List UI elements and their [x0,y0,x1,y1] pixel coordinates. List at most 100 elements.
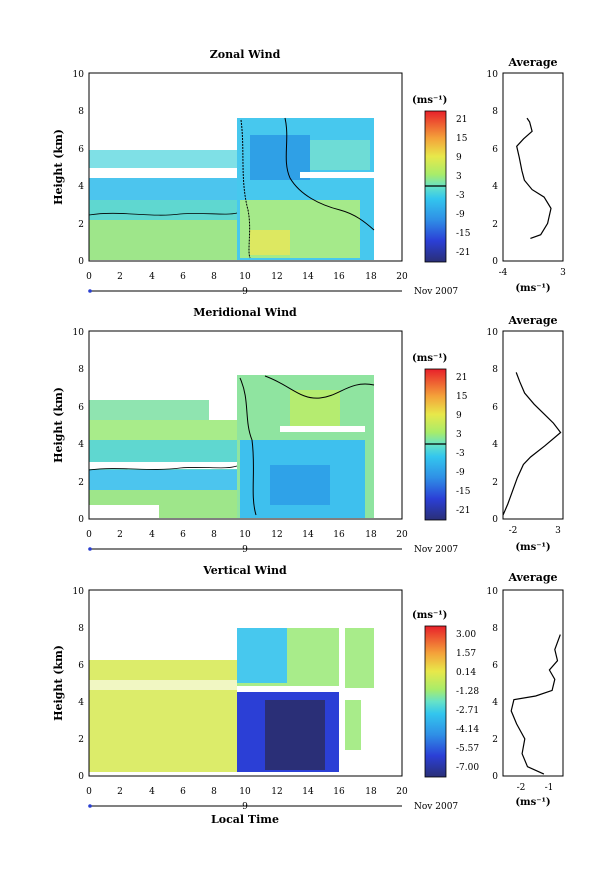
avg-y-tick: 8 [492,107,498,117]
x-tick: 12 [271,272,282,282]
panel-vertical: Vertical Wind 0 2 4 6 8 10 0 2 4 6 8 [52,564,564,826]
y-tick: 0 [78,772,84,782]
y-tick: 2 [78,478,84,488]
colorbar-tick: -1.28 [456,687,479,697]
panel-title: Vertical Wind [202,564,287,577]
avg-x-tick: 3 [555,526,561,536]
average-title: Average [507,314,557,327]
average-panel: Average 0 2 4 6 8 10 -2 -1 (ms⁻¹) [487,571,564,808]
x-tick: 2 [117,272,123,282]
colorbar-tick: 21 [456,115,467,125]
colorbar-ticks: 21 15 9 3 -3 -9 -15 -21 [456,373,471,516]
y-tick: 2 [78,220,84,230]
y-tick: 4 [78,182,84,192]
avg-y-tick: 0 [492,772,498,782]
average-profile-line [516,117,552,239]
x-tick: 0 [86,530,92,540]
x-tick: 20 [396,530,408,540]
colorbar-tick: 9 [456,411,462,421]
colorbar-tick: -3 [456,449,465,459]
date-label: 9 [242,545,248,555]
colorbar-tick: -21 [456,248,471,258]
x-ticks: 0 2 4 6 8 10 12 14 16 18 20 [86,530,408,540]
date-axis-marker [88,289,92,293]
y-axis-label: Height (km) [52,645,65,721]
x-tick: 12 [271,787,282,797]
colorbar-tick: -3 [456,191,465,201]
avg-y-tick: 4 [492,698,498,708]
avg-x-label: (ms⁻¹) [515,797,550,808]
avg-x-tick: -2 [509,526,518,536]
average-profile-line [510,634,561,775]
average-title: Average [507,571,557,584]
average-profile-line [502,372,562,516]
colorbar [424,625,447,778]
avg-y-tick: 6 [492,403,498,413]
colorbar-unit: (ms⁻¹) [412,610,447,621]
average-panel: Average 0 2 4 6 8 10 -2 3 (ms⁻¹) [487,314,564,553]
colorbar-tick: -4.14 [456,725,479,735]
avg-x-label: (ms⁻¹) [515,283,550,294]
y-axis-label: Height (km) [52,129,65,205]
x-tick: 20 [396,787,408,797]
x-tick: 20 [396,272,408,282]
x-tick: 4 [149,272,155,282]
y-tick: 0 [78,257,84,267]
plot-frame [88,72,403,262]
colorbar-tick: -7.00 [456,763,479,773]
x-tick: 2 [117,530,123,540]
x-tick: 18 [365,272,377,282]
y-ticks: 0 2 4 6 8 10 [73,328,85,525]
y-tick: 8 [78,365,84,375]
y-tick: 6 [78,403,84,413]
x-ticks: 0 2 4 6 8 10 12 14 16 18 20 [86,272,408,282]
average-title: Average [507,56,557,69]
avg-x-label: (ms⁻¹) [515,542,550,553]
avg-y-tick: 2 [492,478,498,488]
colorbar-ticks: 21 15 9 3 -3 -9 -15 -21 [456,115,471,258]
heatmap-field [89,117,375,260]
colorbar-tick: 15 [456,134,468,144]
colorbar-tick: 1.57 [456,649,476,659]
x-tick: 18 [365,787,377,797]
colorbar-tick: 3.00 [456,630,476,640]
y-tick: 10 [73,328,85,338]
x-tick: 4 [149,787,155,797]
x-tick: 16 [333,530,345,540]
y-tick: 4 [78,440,84,450]
heatmap-field [89,628,374,772]
avg-y-tick: 4 [492,440,498,450]
avg-y-tick: 6 [492,145,498,155]
x-tick: 0 [86,787,92,797]
x-tick: 2 [117,787,123,797]
plot-frame [88,589,403,777]
x-tick: 8 [211,787,217,797]
date-axis-marker [88,804,92,808]
avg-y-tick: 0 [492,515,498,525]
date-label: 9 [242,287,248,297]
avg-x-tick: -4 [499,268,508,278]
avg-y-tick: 0 [492,257,498,267]
x-tick: 8 [211,530,217,540]
colorbar-unit: (ms⁻¹) [412,95,447,106]
colorbar-tick: -9 [456,468,465,478]
avg-y-tick: 10 [487,70,499,80]
panel-title: Meridional Wind [193,306,297,319]
x-tick: 10 [239,787,251,797]
x-tick: 6 [180,272,186,282]
x-tick: 4 [149,530,155,540]
y-tick: 2 [78,735,84,745]
x-tick: 6 [180,787,186,797]
colorbar-tick: 15 [456,392,468,402]
avg-y-tick: 10 [487,587,499,597]
avg-y-tick: 10 [487,328,499,338]
y-tick: 8 [78,107,84,117]
y-tick: 10 [73,587,85,597]
y-tick: 4 [78,698,84,708]
x-tick: 12 [271,530,282,540]
x-tick: 10 [239,530,251,540]
date-label: 9 [242,802,248,812]
panel-zonal: Zonal Wind 0 2 4 6 8 10 [52,48,566,297]
avg-y-tick: 6 [492,661,498,671]
